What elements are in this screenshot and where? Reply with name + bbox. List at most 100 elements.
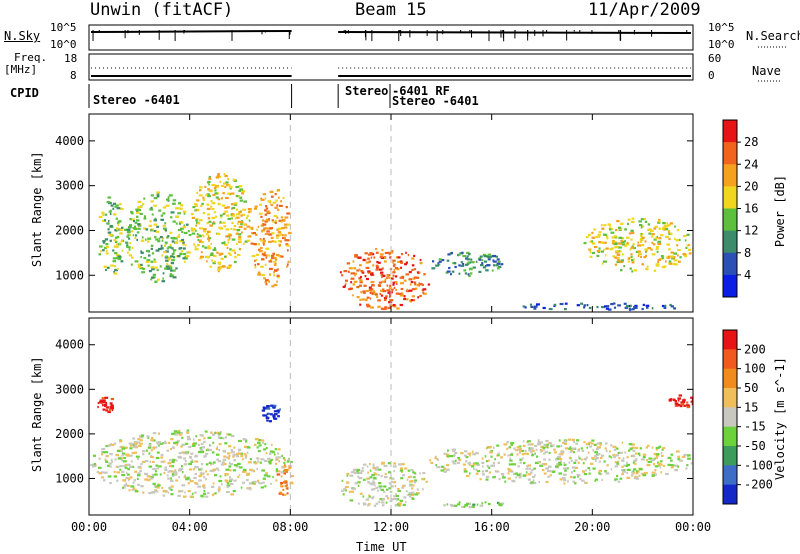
- velocity-cell: [205, 478, 208, 481]
- power-cell: [373, 256, 376, 259]
- velocity-cell: [273, 414, 275, 417]
- velocity-cell: [359, 492, 363, 495]
- power-cell: [213, 260, 216, 263]
- power-cell: [201, 202, 204, 205]
- velocity-cell: [568, 461, 571, 464]
- velocity-cell: [358, 502, 360, 505]
- velocity-cell: [263, 414, 268, 417]
- velocity-cell: [412, 497, 415, 500]
- velocity-cell: [186, 476, 190, 479]
- velocity-cell: [434, 457, 437, 460]
- velocity-cell: [218, 448, 221, 452]
- power-cell: [209, 224, 213, 227]
- velocity-cell: [677, 455, 681, 458]
- time-xtick-label: 20:00: [574, 520, 610, 534]
- power-cell: [115, 217, 118, 220]
- power-cell: [113, 202, 117, 205]
- nave-tick-top: 60: [708, 52, 722, 65]
- power-cell: [388, 253, 391, 256]
- velocity-cell: [348, 490, 351, 493]
- velocity-cell: [218, 479, 223, 483]
- velocity-cell: [148, 452, 151, 455]
- power-cell: [153, 223, 157, 226]
- power-cell: [180, 227, 184, 230]
- power-cell: [170, 211, 175, 214]
- power-cell: [197, 222, 201, 225]
- power-cell: [194, 209, 197, 212]
- velocity-cell: [373, 504, 377, 507]
- power-cell: [278, 240, 281, 243]
- velocity-cell: [443, 467, 447, 470]
- power-cell: [688, 252, 692, 255]
- power-cell: [153, 229, 157, 233]
- power-cell: [275, 199, 278, 202]
- velocity-cell: [181, 436, 184, 439]
- velocity-cell: [584, 481, 586, 484]
- velocity-cell: [573, 440, 575, 443]
- power-cell: [350, 281, 353, 284]
- velocity-cell: [200, 494, 203, 497]
- power-cell: [359, 268, 361, 271]
- power-cell: [287, 223, 291, 226]
- power-cell: [408, 289, 413, 292]
- power-cell: [423, 292, 427, 295]
- velocity-cell: [547, 465, 552, 468]
- velocity-cell: [244, 456, 247, 459]
- power-cell: [670, 305, 674, 308]
- power-cell: [168, 194, 173, 197]
- velocity-cell: [278, 460, 281, 463]
- velocity-cell: [634, 462, 637, 466]
- power-cell: [253, 207, 257, 210]
- velocity-cell: [184, 491, 186, 494]
- power-cell: [464, 272, 467, 275]
- power-cell: [638, 252, 642, 256]
- power-cell: [394, 275, 398, 278]
- power-cell: [115, 204, 119, 207]
- velocity-cell: [481, 457, 484, 460]
- power-cell: [376, 261, 379, 264]
- power-cell: [274, 193, 277, 196]
- power-cell: [168, 256, 172, 259]
- power-cell: [152, 273, 156, 276]
- power-cell: [150, 229, 153, 232]
- velocity-cell: [379, 498, 384, 501]
- power-cell: [637, 250, 641, 253]
- velocity-cell: [421, 478, 425, 481]
- velocity-cell: [527, 440, 531, 443]
- power-cell: [347, 270, 350, 273]
- velocity-cell: [211, 485, 215, 488]
- power-cell: [374, 293, 378, 296]
- power-cell: [202, 228, 207, 231]
- power-cell: [234, 251, 237, 254]
- power-cell: [214, 192, 218, 195]
- velocity-cell: [107, 475, 112, 478]
- velocity-cell: [507, 472, 510, 475]
- velocity-cell: [151, 473, 155, 476]
- power-cell: [153, 219, 157, 222]
- velocity-cell: [221, 461, 225, 464]
- velocity-cell: [272, 475, 274, 479]
- power-cell: [469, 272, 473, 275]
- power-cell: [364, 252, 368, 255]
- power-cell: [658, 237, 662, 240]
- velocity-cell: [152, 447, 155, 450]
- velocity-cell: [571, 466, 576, 469]
- velocity-cell: [537, 441, 540, 444]
- power-cell: [361, 298, 365, 301]
- power-cell: [364, 298, 368, 301]
- power-cell: [102, 219, 106, 222]
- power-cell: [193, 243, 196, 246]
- power-cell: [260, 265, 264, 268]
- power-cell: [372, 290, 375, 293]
- velocity-cell: [283, 481, 286, 484]
- power-cell: [121, 226, 124, 229]
- velocity-cell: [98, 472, 102, 475]
- velocity-ytick-label: 3000: [55, 382, 84, 396]
- velocity-colorbar-segment: [723, 426, 737, 447]
- power-cell: [228, 264, 232, 267]
- velocity-cell: [481, 461, 485, 464]
- power-cell: [262, 241, 265, 245]
- velocity-cell: [498, 478, 501, 481]
- power-ytick-label: 4000: [55, 134, 84, 148]
- velocity-cell: [585, 456, 588, 459]
